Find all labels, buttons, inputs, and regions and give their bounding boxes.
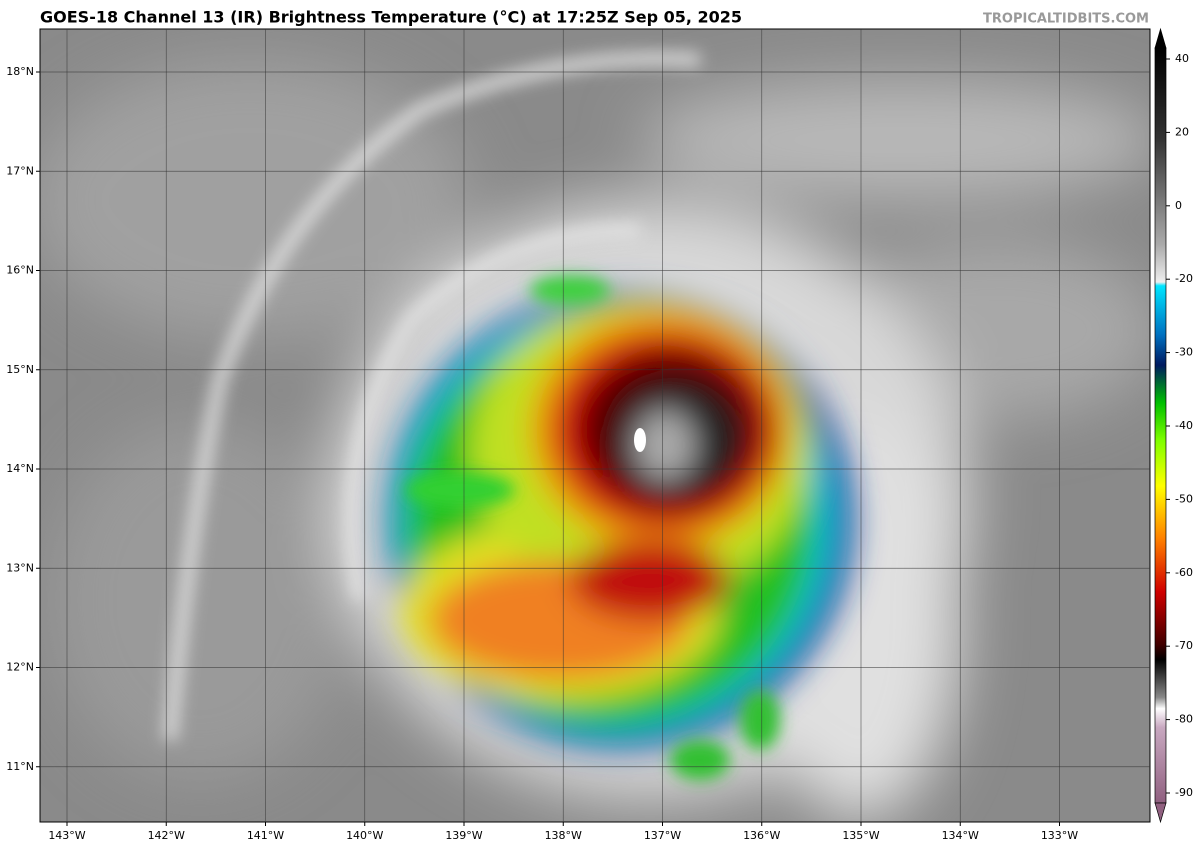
longitude-label: 141°W — [247, 829, 284, 842]
colorbar-tick-label: -50 — [1175, 492, 1193, 505]
longitude-label: 134°W — [942, 829, 979, 842]
colorbar-tick-label: -20 — [1175, 272, 1193, 285]
title: GOES-18 Channel 13 (IR) Brightness Tempe… — [40, 8, 742, 27]
latitude-label: 13°N — [6, 561, 34, 574]
longitude-label: 142°W — [148, 829, 185, 842]
colorbar-ticks: 40 20 0 -20 -30 -40 -50 -60 -70 -80 -90 — [1166, 52, 1193, 799]
latitude-label: 11°N — [6, 760, 34, 773]
credit: TROPICALTIDBITS.COM — [983, 12, 1149, 27]
colorbar-tick-label: -30 — [1175, 346, 1193, 359]
longitude-label: 137°W — [644, 829, 681, 842]
longitude-label: 139°W — [445, 829, 482, 842]
longitude-label: 136°W — [743, 829, 780, 842]
latitude-label: 16°N — [6, 264, 34, 277]
colorbar-tick-label: -70 — [1175, 639, 1193, 652]
latitude-label: 12°N — [6, 661, 34, 674]
longitude-label: 138°W — [545, 829, 582, 842]
colorbar-tick-label: -90 — [1175, 786, 1193, 799]
longitude-label: 133°W — [1041, 829, 1078, 842]
latitude-label: 17°N — [6, 164, 34, 177]
longitude-label: 143°W — [48, 829, 85, 842]
colorbar-tick-label: -80 — [1175, 713, 1193, 726]
graticule: 143°W 142°W 141°W 140°W 139°W 138°W 137°W 136°W… — [6, 29, 1150, 842]
longitude-label: 135°W — [842, 829, 879, 842]
colorbar-tick-label: 20 — [1175, 125, 1189, 138]
satellite-image — [40, 29, 1150, 822]
latitude-label: 15°N — [6, 363, 34, 376]
eye — [634, 428, 646, 452]
colorbar-tick-label: 0 — [1175, 199, 1182, 212]
colorbar-tick-label: -40 — [1175, 419, 1193, 432]
latitude-label: 18°N — [6, 65, 34, 78]
colorbar-tick-label: 40 — [1175, 52, 1189, 65]
colorbar — [1154, 27, 1167, 824]
colorbar-tick-label: -60 — [1175, 566, 1193, 579]
longitude-label: 140°W — [346, 829, 383, 842]
latitude-label: 14°N — [6, 462, 34, 475]
